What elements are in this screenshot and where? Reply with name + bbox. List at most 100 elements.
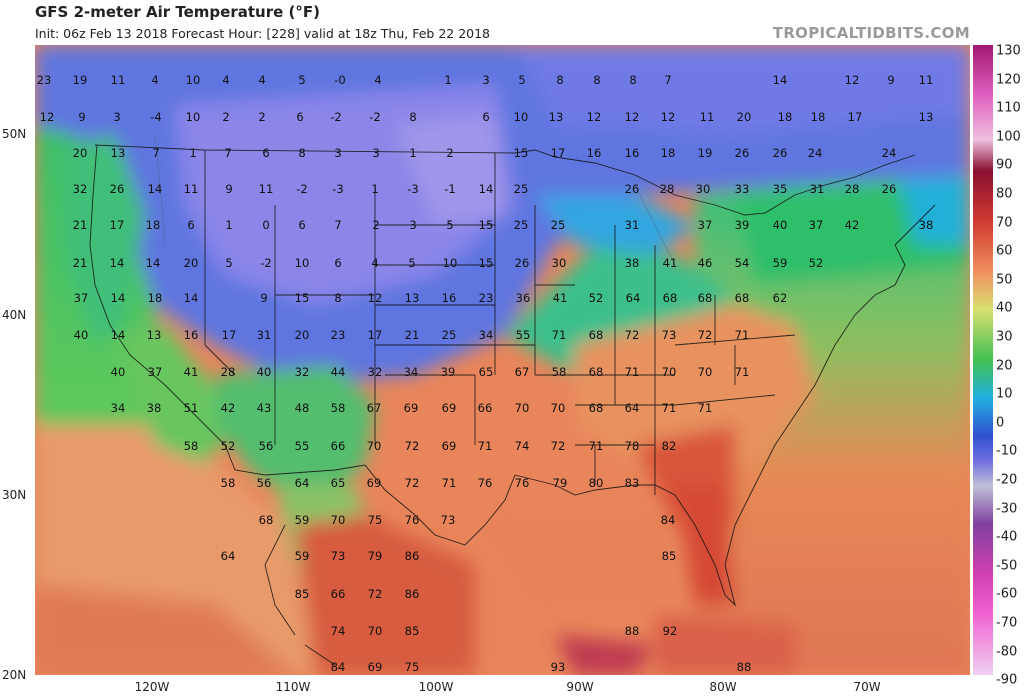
temperature-value-label: 58 xyxy=(331,401,346,415)
temperature-value-label: 84 xyxy=(661,513,676,527)
temperature-value-label: 42 xyxy=(845,218,860,232)
temperature-value-label: 71 xyxy=(625,365,640,379)
temperature-value-label: 18 xyxy=(146,218,161,232)
temperature-value-label: 84 xyxy=(331,660,346,674)
temperature-value-label: 58 xyxy=(552,365,567,379)
temperature-value-label: 39 xyxy=(735,218,750,232)
temperature-value-label: 14 xyxy=(773,73,788,87)
colorbar-tick-label: -90 xyxy=(996,672,1018,688)
colorbar-tick-label: 90 xyxy=(996,157,1013,173)
temperature-value-label: 20 xyxy=(184,256,199,270)
temperature-value-label: 85 xyxy=(662,549,677,563)
temperature-value-label: 4 xyxy=(151,73,158,87)
temperature-value-label: 6 xyxy=(298,218,305,232)
temperature-value-label: 17 xyxy=(110,218,125,232)
temperature-value-label: 54 xyxy=(735,256,750,270)
temperature-value-label: 16 xyxy=(184,328,199,342)
temperature-value-label: -2 xyxy=(369,110,380,124)
colorbar-tick-label: 20 xyxy=(996,358,1013,374)
colorbar-tick-label: 50 xyxy=(996,272,1013,288)
temperature-value-label: 71 xyxy=(589,439,604,453)
temperature-value-label: 14 xyxy=(184,291,199,305)
colorbar-tick-label: 70 xyxy=(996,215,1013,231)
temperature-value-label: 5 xyxy=(518,73,525,87)
temperature-value-label: 13 xyxy=(919,110,934,124)
temperature-value-label: 37 xyxy=(74,291,89,305)
temperature-value-label: 72 xyxy=(405,439,420,453)
temperature-value-label: 69 xyxy=(404,401,419,415)
colorbar-tick-label: -60 xyxy=(996,586,1018,602)
temperature-value-label: 48 xyxy=(295,401,310,415)
temperature-value-label: 9 xyxy=(78,110,85,124)
temperature-value-label: 6 xyxy=(482,110,489,124)
temperature-value-label: 6 xyxy=(334,256,341,270)
temperature-value-label: 12 xyxy=(661,110,676,124)
temperature-value-label: 67 xyxy=(515,365,530,379)
temperature-value-label: -2 xyxy=(260,256,271,270)
temperature-value-label: 8 xyxy=(556,73,563,87)
temperature-value-label: 12 xyxy=(845,73,860,87)
temperature-value-label: 85 xyxy=(405,624,420,638)
temperature-value-label: 28 xyxy=(845,182,860,196)
temperature-value-label: 8 xyxy=(334,291,341,305)
temperature-value-label: 38 xyxy=(625,256,640,270)
temperature-value-label: 69 xyxy=(442,401,457,415)
temperature-value-label: 72 xyxy=(625,328,640,342)
colorbar-tick-label: -70 xyxy=(996,615,1018,631)
temperature-value-label: 74 xyxy=(515,439,530,453)
lon-label-70w: 70W xyxy=(853,680,881,694)
temperature-value-label: 26 xyxy=(110,182,125,196)
colorbar-tick-label: 110 xyxy=(996,100,1021,116)
temperature-value-label: 55 xyxy=(516,328,531,342)
temperature-value-label: 26 xyxy=(735,146,750,160)
temperature-value-label: 68 xyxy=(259,513,274,527)
temperature-value-label: 69 xyxy=(368,660,383,674)
temperature-value-label: 14 xyxy=(479,182,494,196)
temperature-value-label: 30 xyxy=(696,182,711,196)
temperature-value-label: 68 xyxy=(698,291,713,305)
temperature-value-label: 52 xyxy=(809,256,824,270)
temperature-value-label: 70 xyxy=(367,439,382,453)
temperature-value-label: 5 xyxy=(408,256,415,270)
temperature-value-label: 4 xyxy=(371,256,378,270)
temperature-value-label: 92 xyxy=(663,624,678,638)
temperature-value-label: 76 xyxy=(478,476,493,490)
temperature-value-label: 0 xyxy=(262,218,269,232)
temperature-value-label: 26 xyxy=(773,146,788,160)
temperature-value-label: 59 xyxy=(773,256,788,270)
temperature-value-label: -4 xyxy=(150,110,161,124)
temperature-value-label: 7 xyxy=(334,218,341,232)
temperature-value-label: 8 xyxy=(298,146,305,160)
temperature-value-label: 9 xyxy=(887,73,894,87)
temperature-value-label: 40 xyxy=(773,218,788,232)
temperature-value-label: 64 xyxy=(626,291,641,305)
temperature-value-label: 85 xyxy=(295,587,310,601)
temperature-value-label: 71 xyxy=(478,439,493,453)
temperature-value-label: 11 xyxy=(919,73,934,87)
temperature-value-label: 71 xyxy=(735,365,750,379)
temperature-value-label: 25 xyxy=(442,328,457,342)
lat-label-30n: 30N xyxy=(2,488,27,502)
temperature-value-label: 4 xyxy=(222,73,229,87)
temperature-value-label: 6 xyxy=(296,110,303,124)
temperature-value-label: 79 xyxy=(368,549,383,563)
colorbar-tick-label: -30 xyxy=(996,501,1018,517)
temperature-value-label: 65 xyxy=(331,476,346,490)
temperature-value-label: 37 xyxy=(148,365,163,379)
temperature-value-label: 28 xyxy=(660,182,675,196)
temperature-value-label: 14 xyxy=(111,291,126,305)
temperature-value-label: 2 xyxy=(372,218,379,232)
temperature-value-label: 25 xyxy=(514,218,529,232)
temperature-value-label: 15 xyxy=(479,256,494,270)
lat-label-40n: 40N xyxy=(2,308,27,322)
colorbar-tick-label: 0 xyxy=(996,415,1005,431)
temperature-value-label: 8 xyxy=(593,73,600,87)
temperature-value-label: 19 xyxy=(698,146,713,160)
site-watermark: TROPICALTIDBITS.COM xyxy=(772,24,970,42)
temperature-value-label: 36 xyxy=(516,291,531,305)
temperature-value-label: 71 xyxy=(552,328,567,342)
temperature-value-label: 20 xyxy=(737,110,752,124)
temperature-value-label: 18 xyxy=(811,110,826,124)
temperature-value-label: 69 xyxy=(442,439,457,453)
